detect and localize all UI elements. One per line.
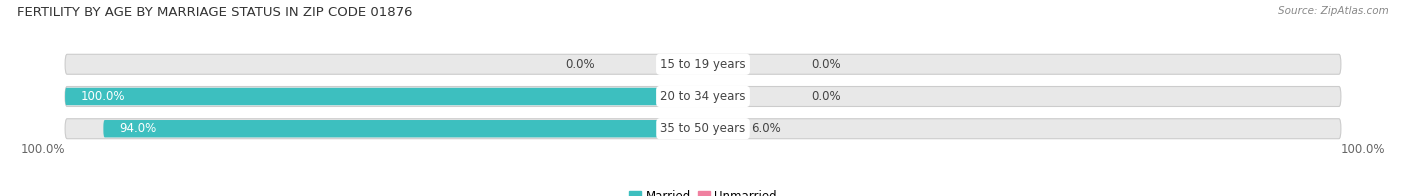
Text: 20 to 34 years: 20 to 34 years (661, 90, 745, 103)
FancyBboxPatch shape (65, 86, 1341, 106)
Text: 100.0%: 100.0% (1341, 143, 1385, 156)
FancyBboxPatch shape (65, 88, 703, 105)
Text: Source: ZipAtlas.com: Source: ZipAtlas.com (1278, 6, 1389, 16)
FancyBboxPatch shape (703, 120, 741, 137)
Text: 100.0%: 100.0% (21, 143, 65, 156)
Text: 35 to 50 years: 35 to 50 years (661, 122, 745, 135)
Text: 15 to 19 years: 15 to 19 years (661, 58, 745, 71)
Text: FERTILITY BY AGE BY MARRIAGE STATUS IN ZIP CODE 01876: FERTILITY BY AGE BY MARRIAGE STATUS IN Z… (17, 6, 412, 19)
Text: 6.0%: 6.0% (751, 122, 780, 135)
FancyBboxPatch shape (65, 54, 1341, 74)
Text: 94.0%: 94.0% (120, 122, 156, 135)
Text: 0.0%: 0.0% (811, 90, 841, 103)
Text: 0.0%: 0.0% (565, 58, 595, 71)
Legend: Married, Unmarried: Married, Unmarried (624, 186, 782, 196)
Text: 100.0%: 100.0% (82, 90, 125, 103)
FancyBboxPatch shape (104, 120, 703, 137)
Text: 0.0%: 0.0% (811, 58, 841, 71)
FancyBboxPatch shape (65, 119, 1341, 139)
